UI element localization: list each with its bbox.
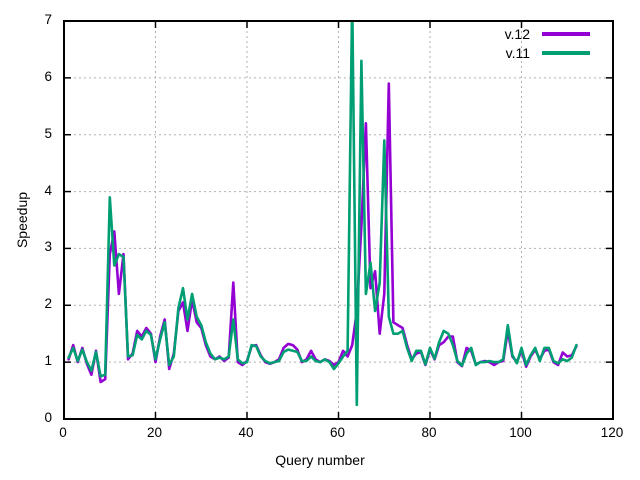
legend-label-v11: v.11	[505, 44, 530, 61]
x-tick-label: 0	[59, 425, 67, 440]
legend: v.12 v.11	[440, 24, 600, 62]
legend-swatch-v11	[542, 50, 590, 55]
y-tick-label: 0	[44, 410, 52, 425]
y-tick-label: 2	[44, 296, 52, 312]
plot-area	[63, 20, 614, 420]
y-tick-label: 4	[44, 182, 52, 198]
y-tick-label: 3	[44, 239, 52, 255]
legend-item-v12: v.12	[440, 24, 600, 43]
legend-swatch-v12	[542, 31, 590, 36]
legend-label-v12: v.12	[504, 25, 530, 42]
y-tick-label: 1	[44, 353, 52, 369]
y-tick-label: 6	[44, 68, 52, 84]
y-tick-label: 7	[44, 12, 52, 27]
x-axis-title: Query number	[275, 452, 365, 468]
y-tick-label: 5	[44, 125, 52, 141]
legend-item-v11: v.11	[440, 43, 600, 62]
x-tick-label: 120	[600, 425, 624, 440]
x-tick-label: 40	[238, 425, 254, 440]
x-tick-label: 80	[421, 425, 437, 440]
x-tick-label: 60	[329, 425, 346, 440]
y-axis-title: Speedup	[14, 191, 30, 249]
x-tick-label: 20	[146, 425, 163, 440]
x-tick-label: 100	[509, 425, 532, 440]
